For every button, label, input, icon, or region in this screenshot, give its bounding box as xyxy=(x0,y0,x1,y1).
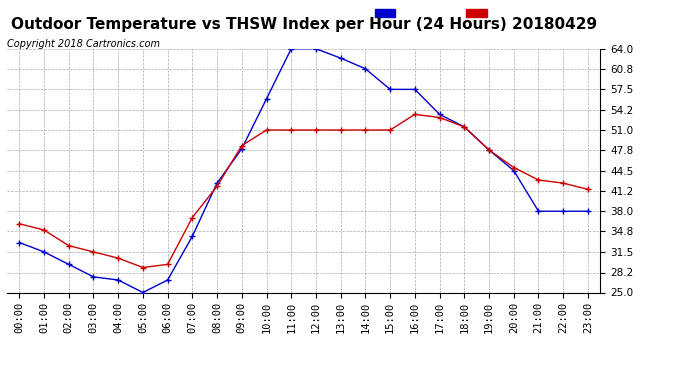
Text: Copyright 2018 Cartronics.com: Copyright 2018 Cartronics.com xyxy=(7,39,160,50)
Legend: THSW  (°F), Temperature  (°F): THSW (°F), Temperature (°F) xyxy=(373,8,595,20)
Text: Outdoor Temperature vs THSW Index per Hour (24 Hours) 20180429: Outdoor Temperature vs THSW Index per Ho… xyxy=(10,17,597,32)
